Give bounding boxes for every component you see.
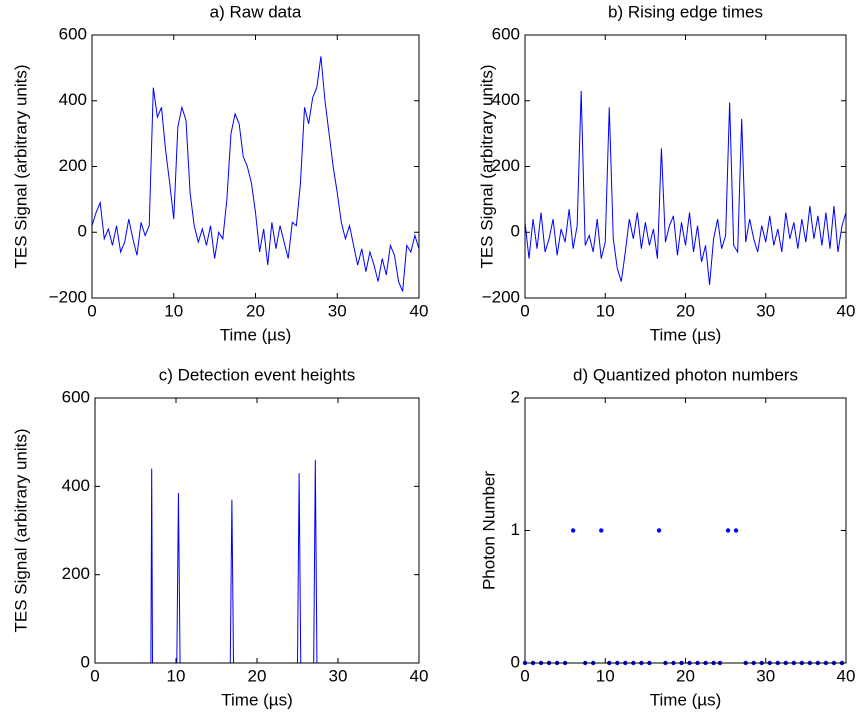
x-tick-label: 30 xyxy=(329,666,348,685)
x-tick-label: 0 xyxy=(520,666,529,685)
x-tick-label: 0 xyxy=(520,301,529,320)
x-axis-label: Time (µs) xyxy=(650,690,722,709)
y-tick-label: 400 xyxy=(59,90,87,109)
data-line xyxy=(524,90,847,285)
y-tick-label: 1 xyxy=(511,520,520,539)
y-tick-label: −200 xyxy=(482,287,520,306)
x-tick-label: 40 xyxy=(837,301,856,320)
x-tick-label: 30 xyxy=(328,301,347,320)
x-tick-label: 10 xyxy=(596,301,615,320)
x-tick-label: 20 xyxy=(676,666,695,685)
data-line xyxy=(91,56,420,292)
y-axis-label: TES Signal (arbitrary units) xyxy=(11,64,30,268)
data-point xyxy=(733,528,739,533)
y-tick-label: 200 xyxy=(62,564,90,583)
x-tick-label: 30 xyxy=(756,666,775,685)
y-tick-label: 0 xyxy=(511,222,520,241)
x-axis-label: Time (µs) xyxy=(650,325,722,344)
x-tick-label: 40 xyxy=(410,301,429,320)
data-point xyxy=(656,528,662,533)
x-axis-label: Time (µs) xyxy=(220,325,292,344)
x-tick-label: 30 xyxy=(756,301,775,320)
y-tick-label: 600 xyxy=(492,24,520,43)
y-tick-label: 600 xyxy=(59,24,87,43)
y-tick-label: 200 xyxy=(59,156,87,175)
y-axis-label: Photon Number xyxy=(479,471,498,590)
x-tick-label: 10 xyxy=(164,301,183,320)
x-tick-label: 20 xyxy=(246,301,265,320)
y-tick-label: 200 xyxy=(492,156,520,175)
x-tick-label: 40 xyxy=(837,666,856,685)
y-tick-label: 400 xyxy=(492,90,520,109)
y-tick-label: 400 xyxy=(62,476,90,495)
chart-title: c) Detection event heights xyxy=(159,365,356,384)
axes-box xyxy=(91,34,420,299)
data-point xyxy=(725,528,731,533)
chart-title: b) Rising edge times xyxy=(608,2,763,21)
data-line xyxy=(95,459,419,664)
x-tick-label: 40 xyxy=(410,666,429,685)
axes-box xyxy=(524,397,847,664)
x-tick-label: 10 xyxy=(167,666,186,685)
y-axis-label: TES Signal (arbitrary units) xyxy=(477,64,496,268)
y-axis-label: TES Signal (arbitrary units) xyxy=(11,428,30,632)
y-tick-label: 2 xyxy=(511,387,520,406)
y-tick-label: −200 xyxy=(49,287,87,306)
y-tick-label: 600 xyxy=(62,387,90,406)
axes-box xyxy=(94,397,420,664)
y-tick-label: 0 xyxy=(511,652,520,671)
x-tick-label: 0 xyxy=(87,301,96,320)
chart-title: a) Raw data xyxy=(210,2,302,21)
x-tick-label: 10 xyxy=(596,666,615,685)
y-tick-label: 0 xyxy=(81,652,90,671)
x-tick-label: 0 xyxy=(90,666,99,685)
y-tick-label: 0 xyxy=(78,222,87,241)
x-axis-label: Time (µs) xyxy=(221,690,293,709)
data-point xyxy=(599,528,604,533)
data-point xyxy=(570,528,576,533)
x-tick-label: 20 xyxy=(248,666,267,685)
x-tick-label: 20 xyxy=(676,301,695,320)
chart-title: d) Quantized photon numbers xyxy=(573,365,798,384)
axes-box xyxy=(524,34,847,299)
